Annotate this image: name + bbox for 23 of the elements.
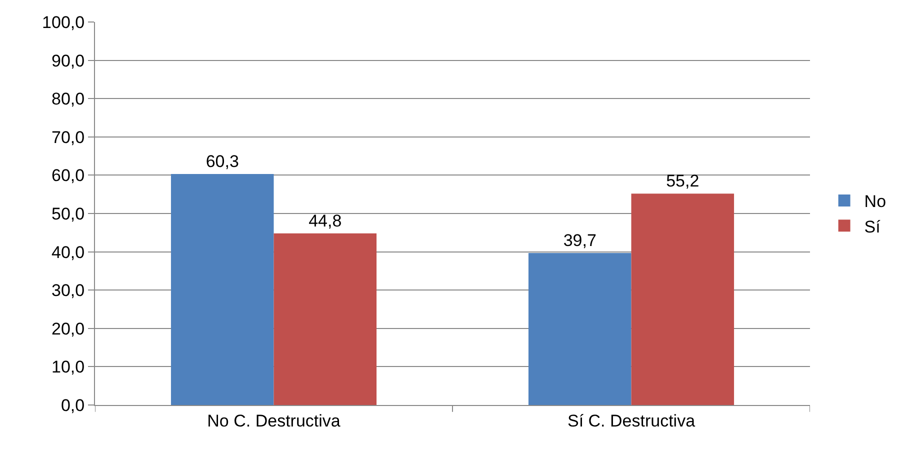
y-tick-label: 60,0 [52,166,85,186]
y-tick-label: 70,0 [52,128,85,147]
data-label: 39,7 [563,230,596,250]
y-tick-label: 10,0 [52,358,85,377]
y-tick-label: 0,0 [60,396,85,415]
y-tick-label: 80,0 [52,90,85,109]
bar [528,252,632,405]
data-label: 55,2 [666,172,700,191]
data-label: 44,8 [308,211,342,230]
legend-label: Sí [864,217,881,236]
y-tick-label: 100,0 [42,12,85,32]
y-tick-label: 90,0 [52,51,85,70]
x-tick-label: No C. Destructiva [207,411,341,430]
y-tick-label: 50,0 [52,204,85,224]
y-tick-label: 30,0 [52,281,85,300]
x-tick-label: Sí C. Destructiva [567,411,696,430]
data-label: 60,3 [206,152,239,172]
y-tick-label: 40,0 [52,242,85,262]
y-tick-label: 20,0 [52,319,85,338]
bar [274,233,377,405]
legend-label: No [864,192,886,212]
bar [631,194,734,405]
bar [170,174,274,405]
